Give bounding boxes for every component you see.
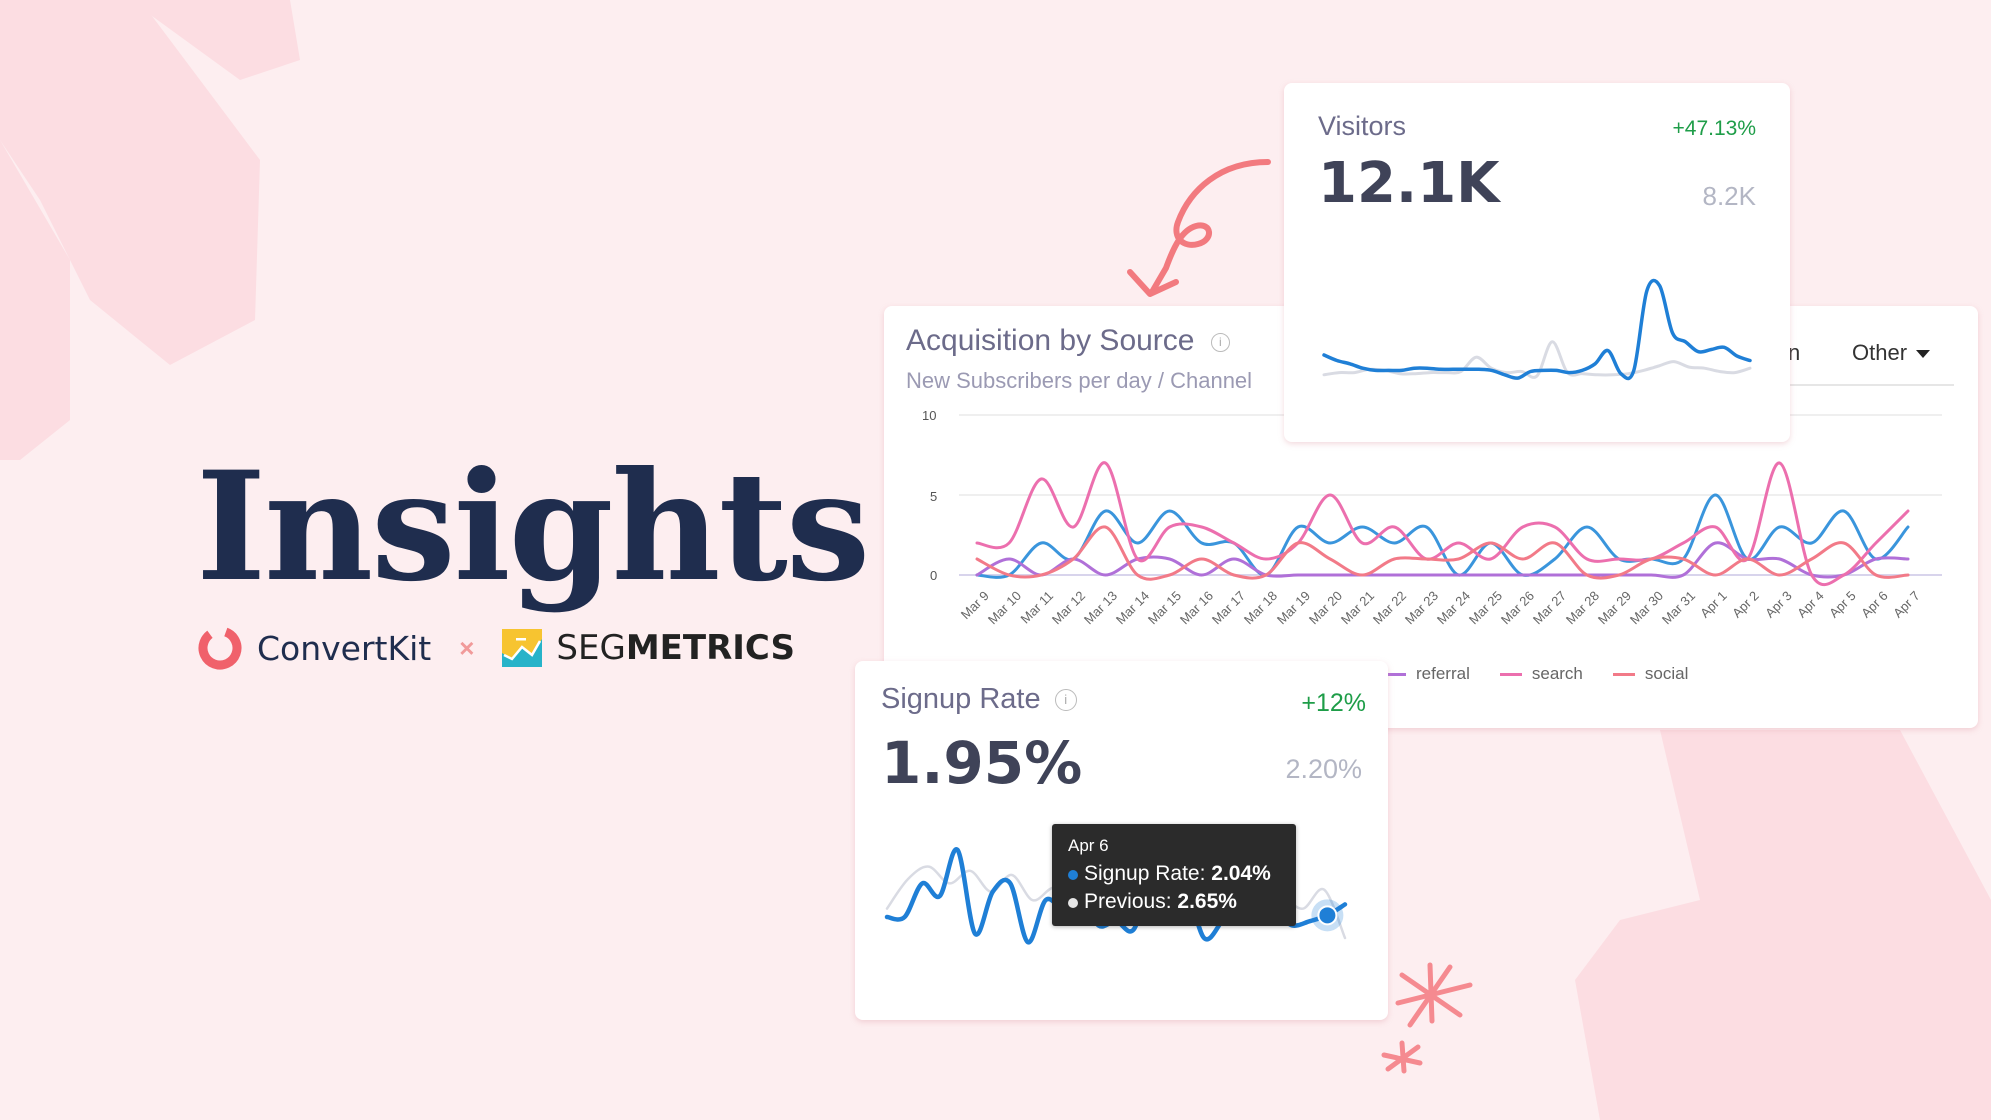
y-tick-5: 5 [930, 489, 938, 504]
acquisition-line-chart [959, 414, 1942, 587]
acquisition-subtitle: New Subscribers per day / Channel [906, 368, 1253, 393]
series-search [975, 461, 1910, 587]
other-dropdown[interactable]: Other [1852, 340, 1931, 366]
y-tick-10: 10 [922, 408, 937, 423]
visitors-sparkline [1322, 278, 1752, 381]
legend-search[interactable]: search [1499, 664, 1583, 684]
current-line [1322, 278, 1752, 381]
brand-row: ConvertKit × SEGMETRICS [197, 625, 795, 671]
tab-underline [1784, 384, 1954, 386]
signup-value: 1.95% [881, 729, 1083, 797]
signup-title: Signup Rate i [881, 683, 1077, 716]
signup-change: +12% [1301, 689, 1366, 717]
info-icon[interactable]: i [1054, 689, 1077, 712]
caret-down-icon [1916, 350, 1931, 359]
segmetrics-logo-icon [502, 629, 543, 667]
signup-previous: 2.20% [1285, 754, 1362, 784]
series-blue [975, 493, 1910, 579]
legend-referral[interactable]: referral [1384, 664, 1470, 684]
acquisition-title: Acquisition by Source i [906, 324, 1230, 358]
chart-tooltip: Apr 6 Signup Rate: 2.04% Previous: 2.65% [1052, 824, 1296, 926]
signup-rate-card: Signup Rate i +12% 1.95% 2.20% Apr 6 Sig… [855, 661, 1388, 1020]
brand-separator: × [459, 632, 475, 663]
visitors-card: Visitors +47.13% 12.1K 8.2K [1284, 83, 1790, 442]
info-icon[interactable]: i [1210, 332, 1230, 352]
sparkle-icon [1381, 962, 1473, 1074]
tooltip-row-previous: Previous: 2.65% [1068, 890, 1280, 914]
channel-tab-partial[interactable]: n [1788, 340, 1801, 365]
visitors-value: 12.1K [1318, 151, 1500, 216]
series-social [975, 525, 1910, 581]
hero-title: Insights [196, 439, 870, 615]
previous-line [1322, 340, 1752, 379]
y-tick-0: 0 [930, 568, 938, 583]
visitors-title: Visitors [1318, 111, 1407, 141]
acquisition-card: Acquisition by Source i New Subscribers … [884, 306, 1978, 728]
acquisition-legend: referral search social [1384, 664, 1688, 684]
convertkit-wordmark: ConvertKit [257, 628, 432, 668]
segmetrics-wordmark: SEGMETRICS [556, 628, 795, 668]
curly-arrow-icon [1127, 159, 1271, 297]
tooltip-row-signup: Signup Rate: 2.04% [1068, 862, 1280, 886]
tooltip-date: Apr 6 [1068, 836, 1109, 855]
visitors-previous: 8.2K [1702, 181, 1757, 211]
legend-social[interactable]: social [1612, 664, 1688, 684]
convertkit-logo-icon [198, 626, 242, 670]
hover-point[interactable] [1317, 905, 1338, 926]
visitors-change: +47.13% [1672, 117, 1757, 140]
